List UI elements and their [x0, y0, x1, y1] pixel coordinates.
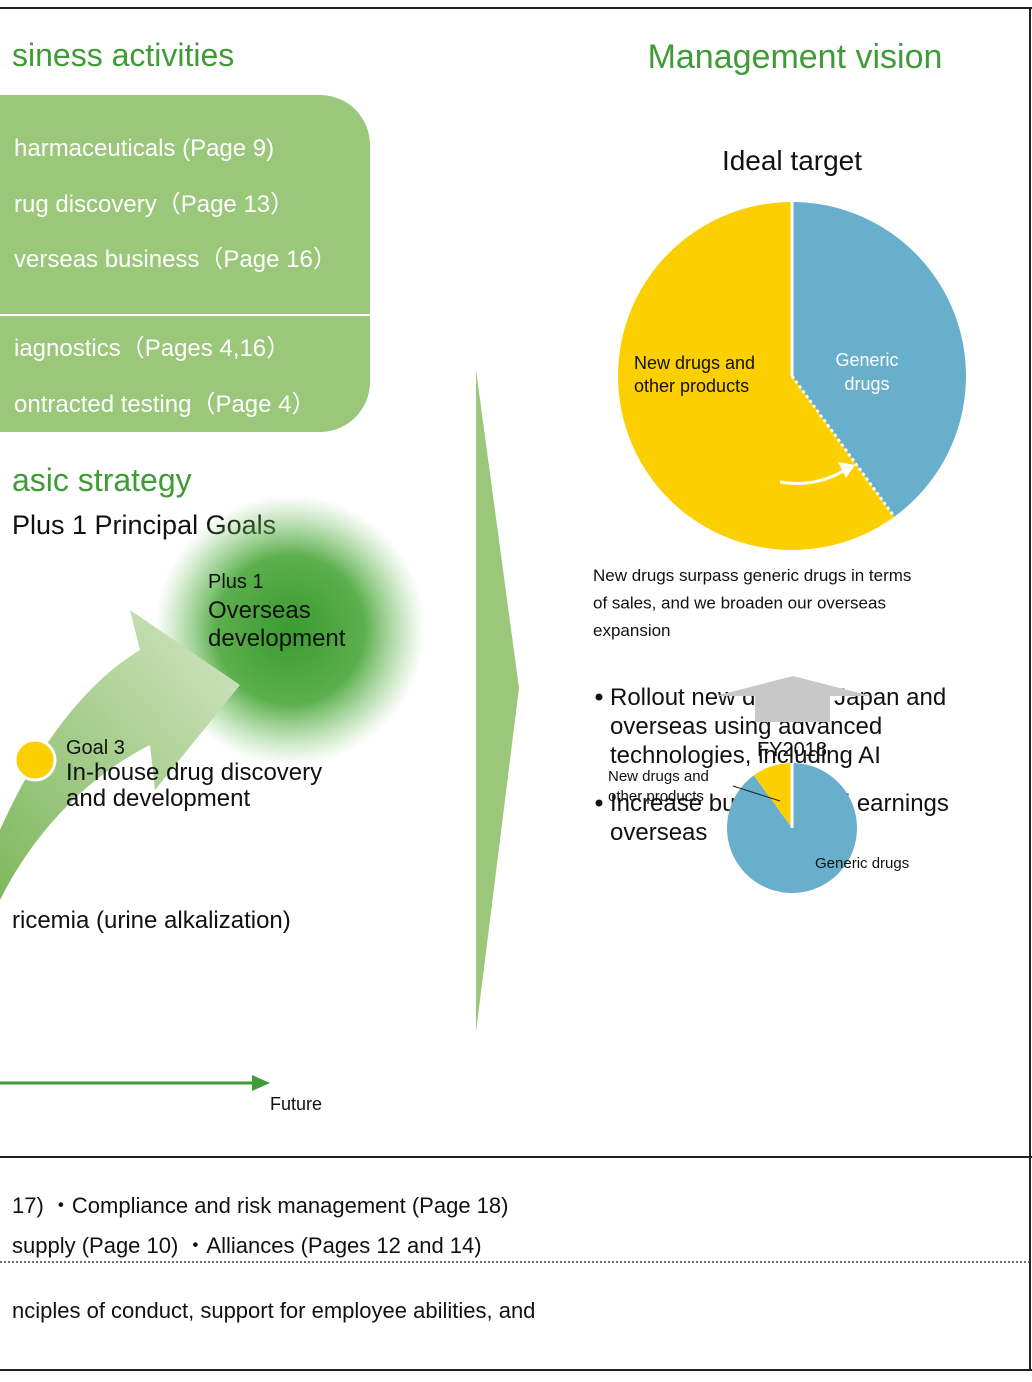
goal-dot: [13, 738, 57, 782]
bullet-dot: [595, 799, 603, 807]
goal-arrow: [0, 610, 240, 900]
activity: verseas business（Page 16）: [14, 246, 337, 273]
activities-box: [0, 95, 370, 432]
goal3-line: and development: [66, 785, 250, 812]
pie-label: drugs: [844, 374, 889, 394]
bullet-dot: [595, 693, 603, 701]
pie-title: Ideal target: [722, 145, 862, 176]
shift-arrow: [779, 468, 846, 485]
timeline-label: Future: [270, 1094, 322, 1114]
goal3-tag: Goal 3: [66, 737, 125, 759]
footer-line: 17) ・Compliance and risk management (Pag…: [12, 1193, 508, 1218]
footer-line: nciples of conduct, support for employee…: [12, 1298, 535, 1323]
pie-label: other products: [634, 376, 749, 396]
footer-line: supply (Page 10) ・Alliances (Pages 12 an…: [12, 1233, 482, 1258]
plus1-tag: Plus 1: [208, 571, 264, 593]
caption-line: expansion: [593, 621, 671, 640]
pie-slice: [753, 763, 792, 828]
chevron: [476, 370, 519, 1032]
section-title: Management vision: [648, 38, 943, 76]
activity: iagnostics（Pages 4,16）: [14, 335, 290, 362]
ideal-pie: [618, 201, 967, 550]
section-title: siness activities: [12, 37, 234, 73]
leader-line: [732, 785, 781, 802]
plus1-line: development: [208, 625, 346, 652]
pie-label: New drugs and: [608, 768, 709, 785]
pie-slice: [792, 201, 967, 517]
pie-label: other products: [608, 788, 704, 805]
shift-arrowhead: [838, 462, 855, 478]
pie-title: FY2018: [757, 739, 827, 761]
bullet-line: overseas using advanced: [610, 713, 882, 740]
bullet-line: overseas: [610, 819, 707, 846]
up-arrow: [715, 676, 871, 722]
activity: harmaceuticals (Page 9): [14, 135, 274, 162]
caption-line: New drugs surpass generic drugs in terms: [593, 566, 911, 585]
pie-divider: [790, 375, 896, 518]
plus1-line: Overseas: [208, 597, 311, 624]
pie-label: New drugs and: [634, 353, 755, 373]
timeline-arrowhead: [252, 1075, 270, 1091]
activity: ontracted testing（Page 4）: [14, 391, 316, 418]
fy-pie: [726, 763, 857, 894]
section-title: asic strategy: [12, 462, 192, 498]
activities-list: harmaceuticals (Page 9) rug discovery（Pag…: [14, 135, 337, 418]
pie-label: Generic: [835, 350, 898, 370]
activity: rug discovery（Page 13）: [14, 191, 294, 218]
caption: New drugs surpass generic drugs in terms…: [593, 566, 911, 640]
goal3-line: In-house drug discovery: [66, 759, 322, 786]
pie-slice: [618, 202, 895, 550]
caption-line: of sales, and we broaden our overseas: [593, 594, 886, 613]
pie-label: Generic drugs: [815, 855, 909, 872]
note: ricemia (urine alkalization): [12, 907, 291, 934]
bullet-line: technologies, including AI: [610, 742, 881, 769]
